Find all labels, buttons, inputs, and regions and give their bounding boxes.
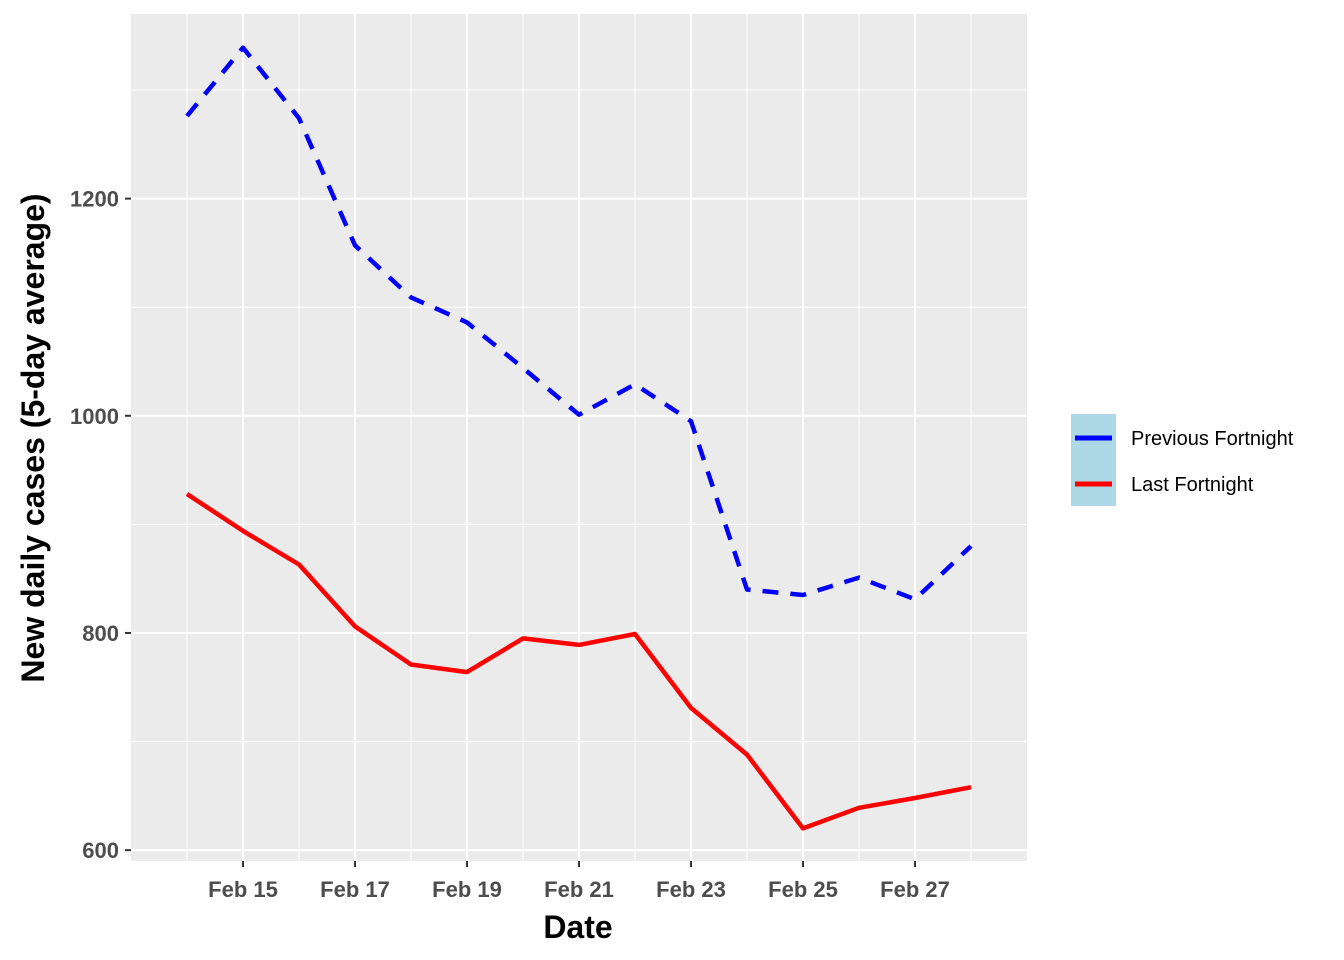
y-axis: 600 800 1000 1200 xyxy=(70,187,131,863)
legend-key-background xyxy=(1071,414,1116,506)
x-axis: Feb 15 Feb 17 Feb 19 Feb 21 Feb 23 Feb 25 Feb … xyxy=(208,861,950,902)
x-tick-label: Feb 19 xyxy=(432,877,502,902)
legend-label-last-fortnight: Last Fortnight xyxy=(1131,474,1254,496)
legend: Previous Fortnight Last Fortnight xyxy=(1071,414,1294,506)
x-tick-label: Feb 27 xyxy=(880,877,950,902)
x-tick-label: Feb 25 xyxy=(768,877,838,902)
x-tick-label: Feb 17 xyxy=(320,877,390,902)
legend-label-previous-fortnight: Previous Fortnight xyxy=(1131,428,1294,450)
y-axis-title: New daily cases (5-day average) xyxy=(15,193,51,682)
y-tick-label: 800 xyxy=(82,621,119,646)
series-lines xyxy=(185,45,973,831)
x-tick-label: Feb 23 xyxy=(656,877,726,902)
x-tick-label: Feb 15 xyxy=(208,877,278,902)
y-tick-label: 1000 xyxy=(70,404,119,429)
series-line-previous-fortnight xyxy=(185,45,973,602)
y-tick-label: 1200 xyxy=(70,187,119,212)
x-tick-label: Feb 21 xyxy=(544,877,614,902)
y-tick-label: 600 xyxy=(82,838,119,863)
series-line-last-fortnight xyxy=(185,492,972,831)
x-axis-title: Date xyxy=(543,909,612,945)
